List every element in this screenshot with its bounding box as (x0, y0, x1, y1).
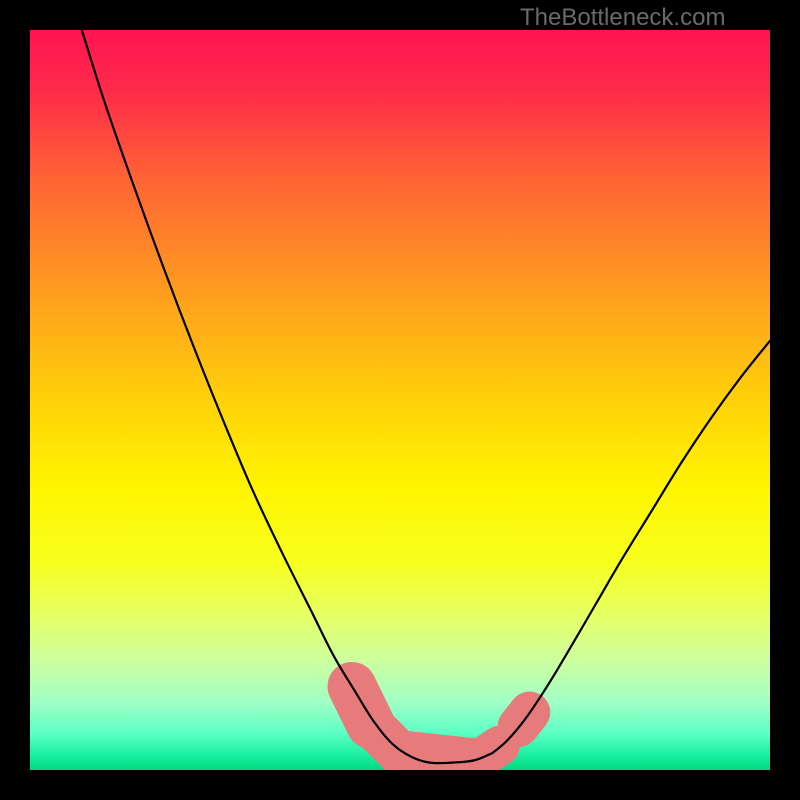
chart-container: TheBottleneck.com (0, 0, 800, 800)
watermark-text: TheBottleneck.com (520, 4, 725, 32)
bottleneck-curve-chart (0, 0, 800, 800)
plot-background (30, 30, 770, 770)
